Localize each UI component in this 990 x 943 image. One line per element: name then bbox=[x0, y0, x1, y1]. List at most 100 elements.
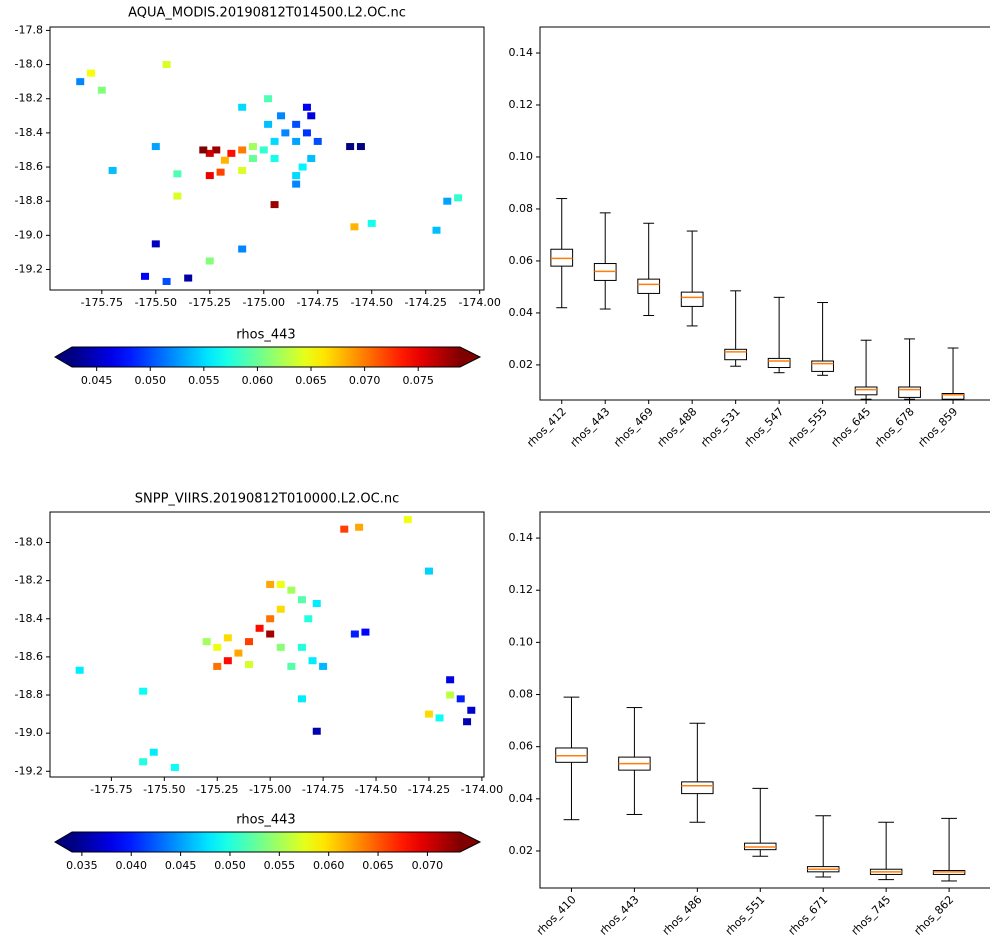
y-tick-label: -18.2 bbox=[15, 574, 43, 587]
y-tick-label: 0.06 bbox=[509, 740, 534, 753]
chart-title: AQUA_MODIS.20190812T014500.L2.OC.nc bbox=[128, 6, 406, 21]
x-tick-label: -174.75 bbox=[302, 783, 344, 796]
colorbar-tick-label: 0.040 bbox=[115, 859, 147, 872]
colorbar-tick-label: 0.060 bbox=[242, 374, 274, 387]
pixel-point bbox=[350, 223, 359, 231]
pixel-point bbox=[276, 605, 285, 613]
colorbar-tick-label: 0.050 bbox=[214, 859, 246, 872]
x-tick-label: rhos_443 bbox=[597, 893, 642, 938]
colorbar-extend-low bbox=[55, 832, 72, 852]
pixel-point bbox=[270, 201, 279, 209]
box bbox=[767, 357, 791, 369]
pixel-point bbox=[173, 170, 182, 178]
x-tick-label: -175.75 bbox=[81, 296, 123, 309]
pixel-point bbox=[223, 657, 232, 665]
pixel-point bbox=[435, 714, 444, 722]
x-tick-label: rhos_678 bbox=[872, 405, 917, 450]
pixel-point bbox=[297, 643, 306, 651]
pixel-point bbox=[264, 120, 273, 128]
pixel-point bbox=[313, 137, 322, 145]
pixel-point bbox=[355, 523, 364, 531]
colorbar-tick-label: 0.050 bbox=[134, 374, 166, 387]
y-tick-label: 0.06 bbox=[509, 254, 534, 267]
pixel-point bbox=[424, 710, 433, 718]
pixel-point bbox=[319, 662, 328, 670]
x-tick-label: rhos_645 bbox=[829, 405, 874, 450]
pixel-point bbox=[446, 676, 455, 684]
y-tick-label: -18.4 bbox=[15, 126, 43, 139]
box bbox=[724, 348, 748, 361]
pixel-point bbox=[266, 615, 275, 623]
pixel-point bbox=[184, 274, 193, 282]
pixel-point bbox=[248, 155, 257, 162]
pixel-point bbox=[367, 219, 376, 227]
y-tick-label: -19.0 bbox=[15, 228, 43, 241]
pixel-point bbox=[340, 525, 349, 533]
box bbox=[681, 781, 714, 795]
pixel-point bbox=[259, 146, 268, 154]
pixel-point bbox=[212, 146, 221, 154]
colorbar-extend-low bbox=[55, 347, 72, 367]
pixel-point bbox=[238, 166, 247, 174]
pixel-point bbox=[227, 149, 236, 157]
pixel-point bbox=[287, 586, 296, 594]
pixel-point bbox=[350, 630, 359, 638]
pixel-point bbox=[170, 763, 179, 771]
pixel-point bbox=[307, 155, 316, 162]
box bbox=[854, 386, 878, 396]
y-tick-label: 0.10 bbox=[509, 150, 534, 163]
x-tick-label: rhos_547 bbox=[742, 405, 787, 450]
x-tick-label: rhos_488 bbox=[655, 405, 700, 450]
y-tick-label: -18.8 bbox=[15, 688, 43, 701]
pixel-point bbox=[432, 226, 441, 234]
pixel-point bbox=[151, 240, 160, 248]
pixel-point bbox=[312, 600, 321, 608]
x-tick-label: -175.50 bbox=[143, 783, 185, 796]
colorbar-tick-label: 0.045 bbox=[165, 859, 197, 872]
x-tick-label: rhos_486 bbox=[660, 893, 705, 938]
pixel-point bbox=[264, 95, 273, 103]
x-tick-label: -174.75 bbox=[297, 296, 339, 309]
pixel-point bbox=[245, 638, 254, 646]
pixel-point bbox=[298, 163, 307, 171]
pixel-point bbox=[467, 706, 476, 714]
colorbar-tick-label: 0.065 bbox=[362, 859, 394, 872]
pixel-point bbox=[292, 172, 301, 180]
pixel-point bbox=[199, 146, 208, 154]
y-tick-label: 0.04 bbox=[509, 792, 534, 805]
x-tick-label: rhos_862 bbox=[912, 893, 957, 938]
pixel-point bbox=[403, 516, 412, 524]
y-tick-label: -19.0 bbox=[15, 726, 43, 739]
colorbar bbox=[72, 832, 460, 852]
pixel-point bbox=[356, 143, 365, 151]
pixel-point bbox=[216, 168, 225, 176]
colorbar-tick-label: 0.070 bbox=[349, 374, 381, 387]
pixel-point bbox=[276, 580, 285, 588]
y-tick-label: -18.0 bbox=[15, 536, 43, 549]
x-tick-label: rhos_745 bbox=[849, 893, 894, 938]
pixel-point bbox=[270, 155, 279, 162]
colorbar-tick-label: 0.055 bbox=[264, 859, 296, 872]
pixel-point bbox=[456, 695, 465, 703]
y-tick-label: 0.04 bbox=[509, 306, 534, 319]
pixel-point bbox=[297, 596, 306, 604]
y-tick-label: 0.12 bbox=[509, 583, 534, 596]
pixel-point bbox=[139, 758, 148, 766]
pixel-point bbox=[463, 718, 472, 726]
x-tick-label: -175.00 bbox=[249, 783, 291, 796]
x-tick-label: -175.25 bbox=[196, 783, 238, 796]
box bbox=[811, 360, 834, 372]
pixel-point bbox=[108, 166, 117, 174]
x-tick-label: rhos_412 bbox=[524, 405, 569, 450]
pixel-point bbox=[202, 638, 211, 646]
y-tick-label: 0.02 bbox=[509, 844, 534, 857]
y-tick-label: -18.8 bbox=[15, 194, 43, 207]
x-tick-label: -174.00 bbox=[461, 783, 503, 796]
colorbar-outline bbox=[54, 831, 482, 853]
pixel-point bbox=[266, 580, 275, 588]
colorbar-extend-high bbox=[460, 832, 480, 852]
box bbox=[898, 386, 921, 398]
pixel-point bbox=[238, 146, 247, 154]
pixel-point bbox=[446, 691, 455, 699]
y-tick-label: 0.12 bbox=[509, 98, 534, 111]
